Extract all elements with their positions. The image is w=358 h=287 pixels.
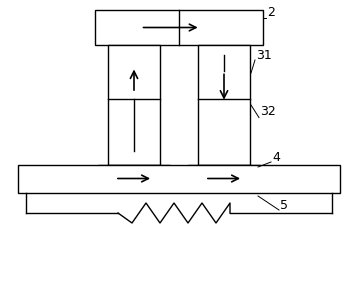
Bar [108, 45, 160, 165]
Bar [18, 165, 340, 193]
Text: 31: 31 [256, 49, 272, 62]
Text: 2: 2 [267, 6, 275, 19]
Text: 4: 4 [272, 151, 280, 164]
Bar [198, 45, 250, 165]
Text: 5: 5 [280, 199, 288, 212]
Bar [188, 165, 260, 192]
Text: 32: 32 [260, 104, 276, 118]
Bar [98, 165, 170, 192]
Bar [95, 10, 263, 45]
